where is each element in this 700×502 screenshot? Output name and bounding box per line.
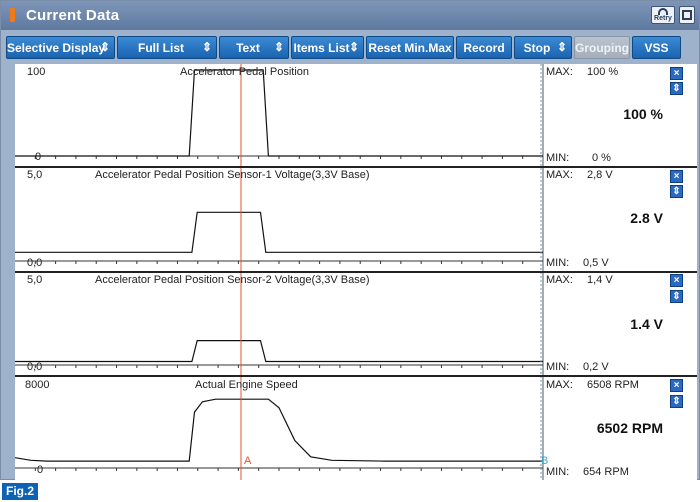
graph-3-min-label: MIN: (546, 361, 570, 373)
graph-4-reorder-button[interactable]: ⇕ (670, 395, 683, 408)
graph-3-max-label: MAX: (546, 274, 573, 286)
text-button[interactable]: Text ⇕ (219, 36, 289, 59)
graph-divider (15, 271, 697, 273)
graph-4-max-value: 6508 RPM (587, 379, 639, 391)
title-bar: Current Data Retry (1, 1, 699, 30)
graph-2-min-value: 0,5 V (583, 257, 609, 269)
graph-divider (15, 166, 697, 168)
reset-min-max-button[interactable]: Reset Min.Max (366, 36, 454, 59)
graph-1-min-label: MIN: (546, 152, 570, 164)
graph-4-y-min: 0 (37, 464, 44, 476)
dropdown-arrows-icon: ⇕ (348, 40, 359, 54)
graph-2-reorder-button[interactable]: ⇕ (670, 185, 683, 198)
grouping-label: Grouping (575, 41, 629, 55)
vss-label: VSS (644, 41, 669, 55)
figure-label: Fig.2 (2, 483, 39, 500)
stop-label: Stop (523, 41, 551, 55)
dropdown-arrows-icon: ⇕ (273, 40, 284, 54)
graph-4-title: Actual Engine Speed (195, 379, 298, 391)
text-label: Text (236, 41, 260, 55)
full-list-label: Full List (138, 41, 184, 55)
graph-2-y-max: 5,0 (27, 169, 43, 181)
signal-trace (15, 211, 543, 253)
retry-label: Retry (654, 15, 672, 22)
retry-icon (658, 8, 668, 15)
graph-4-min-label: MIN: (546, 466, 570, 478)
graph-4-y-max: 8000 (25, 379, 50, 391)
graph-3-y-max: 5,0 (27, 274, 43, 286)
graph-2-current-value: 2.8 V (630, 210, 663, 226)
signal-trace (15, 340, 543, 363)
graph-4-current-value: 6502 RPM (596, 420, 663, 436)
stop-button[interactable]: Stop ⇕ (514, 36, 572, 59)
graph-1-y-max: 100 (27, 66, 46, 78)
selective-display-label: Selective Display (7, 41, 106, 55)
record-button[interactable]: Record (456, 36, 512, 59)
graph-3-reorder-button[interactable]: ⇕ (670, 290, 683, 303)
items-list-button[interactable]: Items List ⇕ (291, 36, 364, 59)
reset-min-max-label: Reset Min.Max (368, 41, 452, 55)
graph-1-close-button[interactable]: × (670, 67, 683, 80)
cursor-a-label: A (244, 455, 252, 467)
signal-trace (15, 69, 543, 157)
graph-2-max-label: MAX: (546, 169, 573, 181)
retry-button[interactable]: Retry (651, 6, 675, 24)
graph-1-min-value: 0 % (592, 152, 611, 164)
graph-1-title: Accelerator Pedal Position (180, 66, 310, 78)
selective-display-button[interactable]: Selective Display ⇕ (6, 36, 115, 59)
full-list-button[interactable]: Full List ⇕ (117, 36, 217, 59)
dropdown-arrows-icon: ⇕ (556, 40, 567, 54)
graph-3-current-value: 1.4 V (630, 316, 663, 332)
window-title: Current Data (26, 7, 120, 24)
graph-area[interactable]: 100 Accelerator Pedal Position 0 MAX: 10… (15, 64, 697, 480)
graph-divider (15, 375, 697, 377)
graph-2-min-label: MIN: (546, 257, 570, 269)
maximize-icon (682, 10, 692, 20)
dropdown-arrows-icon: ⇕ (99, 40, 110, 54)
graph-2-close-button[interactable]: × (670, 170, 683, 183)
graph-3-max-value: 1,4 V (587, 274, 613, 286)
graph-1-y-min: 0 (35, 151, 42, 163)
maximize-button[interactable] (679, 6, 695, 24)
graph-2-max-value: 2,8 V (587, 169, 613, 181)
graph-2-y-min: 0,0 (27, 257, 43, 269)
current-data-window: Current Data Retry Selective Display ⇕ F… (0, 0, 700, 480)
grouping-button[interactable]: Grouping (574, 36, 630, 59)
graph-4-close-button[interactable]: × (670, 379, 683, 392)
graph-1-max-label: MAX: (546, 66, 573, 78)
graph-1-reorder-button[interactable]: ⇕ (670, 82, 683, 95)
graph-4-max-label: MAX: (546, 379, 573, 391)
cursor-b-label: B (541, 455, 549, 467)
graph-3-y-min: 0,0 (27, 361, 43, 373)
graph-4-min-value: 654 RPM (583, 466, 629, 478)
app-icon (10, 8, 15, 22)
graph-3-close-button[interactable]: × (670, 274, 683, 287)
graph-3-min-value: 0,2 V (583, 361, 609, 373)
graph-1-current-value: 100 % (623, 106, 663, 122)
toolbar: Selective Display ⇕ Full List ⇕ Text ⇕ I… (1, 30, 699, 63)
vss-button[interactable]: VSS (632, 36, 681, 59)
graph-3-title: Accelerator Pedal Position Sensor-2 Volt… (95, 274, 370, 286)
graph-1-max-value: 100 % (587, 66, 619, 78)
dropdown-arrows-icon: ⇕ (201, 40, 212, 54)
graph-2-title: Accelerator Pedal Position Sensor-1 Volt… (95, 169, 370, 181)
items-list-label: Items List (293, 41, 350, 55)
signal-trace (15, 398, 543, 462)
record-label: Record (463, 41, 505, 55)
